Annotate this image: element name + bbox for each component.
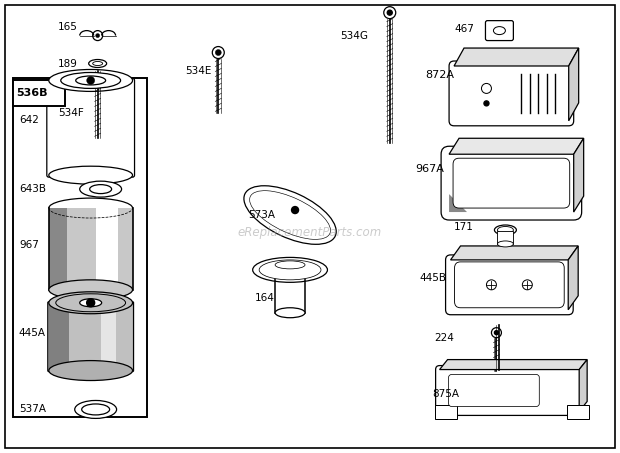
Ellipse shape xyxy=(494,225,516,235)
Bar xyxy=(49,208,67,290)
Text: eReplacementParts.com: eReplacementParts.com xyxy=(238,226,382,240)
Bar xyxy=(13,81,64,106)
Ellipse shape xyxy=(80,181,122,197)
Circle shape xyxy=(384,7,396,19)
FancyBboxPatch shape xyxy=(485,21,513,41)
Polygon shape xyxy=(449,194,467,212)
Text: 189: 189 xyxy=(58,58,78,68)
Polygon shape xyxy=(579,360,587,411)
Ellipse shape xyxy=(250,191,330,239)
Ellipse shape xyxy=(49,69,133,92)
Circle shape xyxy=(482,83,492,93)
Circle shape xyxy=(487,280,497,290)
Text: 642: 642 xyxy=(19,116,39,125)
Ellipse shape xyxy=(61,72,120,88)
Ellipse shape xyxy=(80,299,102,307)
Bar xyxy=(497,231,513,244)
Ellipse shape xyxy=(56,294,126,312)
Circle shape xyxy=(95,34,100,38)
Text: 534F: 534F xyxy=(58,108,84,118)
Ellipse shape xyxy=(92,62,103,66)
Text: 536B: 536B xyxy=(16,88,47,98)
FancyBboxPatch shape xyxy=(446,255,574,315)
Ellipse shape xyxy=(244,186,336,244)
Text: 164: 164 xyxy=(255,293,275,303)
Bar xyxy=(49,208,133,290)
Polygon shape xyxy=(569,48,578,121)
Text: 534E: 534E xyxy=(185,67,212,77)
Circle shape xyxy=(484,101,489,106)
Text: 171: 171 xyxy=(454,222,474,232)
FancyBboxPatch shape xyxy=(436,366,583,415)
Ellipse shape xyxy=(49,292,133,314)
Bar xyxy=(49,303,69,371)
Polygon shape xyxy=(451,246,578,260)
Ellipse shape xyxy=(49,280,133,300)
FancyBboxPatch shape xyxy=(441,146,582,220)
Circle shape xyxy=(212,47,224,58)
Ellipse shape xyxy=(49,166,133,184)
Ellipse shape xyxy=(275,261,305,269)
Ellipse shape xyxy=(253,257,327,282)
Circle shape xyxy=(291,207,299,213)
FancyBboxPatch shape xyxy=(454,262,564,308)
Bar xyxy=(100,303,115,371)
Ellipse shape xyxy=(90,185,112,193)
Text: 875A: 875A xyxy=(433,390,459,400)
Circle shape xyxy=(492,328,502,337)
Polygon shape xyxy=(440,360,587,370)
Bar xyxy=(13,78,148,417)
Circle shape xyxy=(92,31,103,41)
Circle shape xyxy=(215,49,221,56)
Text: 643B: 643B xyxy=(19,184,46,194)
Ellipse shape xyxy=(259,260,321,280)
Text: 573A: 573A xyxy=(248,210,275,220)
Circle shape xyxy=(522,280,533,290)
Circle shape xyxy=(87,77,95,84)
Text: 467: 467 xyxy=(454,24,474,34)
Ellipse shape xyxy=(497,226,513,233)
Polygon shape xyxy=(454,48,578,66)
Ellipse shape xyxy=(76,76,105,85)
FancyBboxPatch shape xyxy=(453,158,570,208)
Text: 967A: 967A xyxy=(415,164,445,174)
Ellipse shape xyxy=(494,27,505,34)
Ellipse shape xyxy=(49,361,133,381)
Circle shape xyxy=(494,331,498,335)
Circle shape xyxy=(87,299,95,307)
FancyBboxPatch shape xyxy=(46,78,135,177)
Ellipse shape xyxy=(89,59,107,67)
Circle shape xyxy=(388,10,392,15)
Text: 224: 224 xyxy=(435,333,454,342)
Text: 537A: 537A xyxy=(19,405,46,414)
Bar xyxy=(435,405,456,419)
Text: 445A: 445A xyxy=(19,328,46,337)
Text: 872A: 872A xyxy=(426,71,454,81)
Bar xyxy=(567,405,589,419)
FancyBboxPatch shape xyxy=(48,302,133,371)
Ellipse shape xyxy=(82,404,110,415)
Ellipse shape xyxy=(75,400,117,419)
Polygon shape xyxy=(574,138,583,212)
Text: 967: 967 xyxy=(19,240,39,250)
Polygon shape xyxy=(568,246,578,310)
FancyBboxPatch shape xyxy=(449,375,539,406)
Polygon shape xyxy=(449,138,583,154)
Ellipse shape xyxy=(497,241,513,247)
Text: 445B: 445B xyxy=(420,273,446,283)
Text: 534G: 534G xyxy=(340,31,368,41)
Ellipse shape xyxy=(275,308,305,318)
Bar xyxy=(95,208,118,290)
FancyBboxPatch shape xyxy=(449,61,574,126)
Text: 165: 165 xyxy=(58,22,78,32)
